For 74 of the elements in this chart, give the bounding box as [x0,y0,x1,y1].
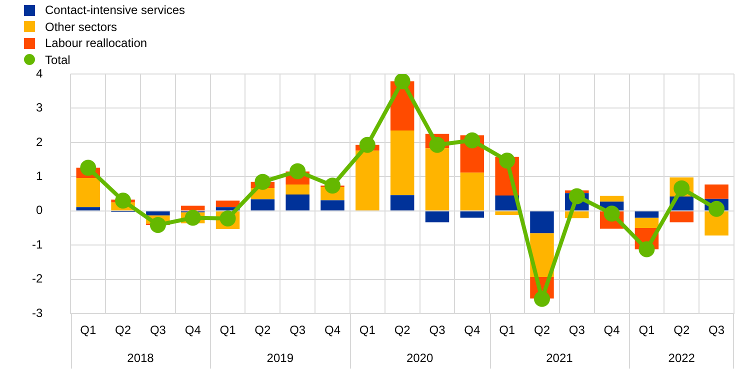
legend-label: Total [45,52,70,68]
point [429,136,446,153]
bar [180,206,205,210]
text: 2019 [266,350,294,365]
x-tick-label: Q2 [115,323,132,338]
x-tick-label: Q3 [708,323,725,338]
point [184,210,201,226]
x-tick-label: Q4 [604,323,620,338]
x-tick-label: Q3 [429,323,446,338]
bar [460,211,484,218]
x-tick-label: Q2 [254,323,272,338]
point [499,152,516,169]
text: 2022 [668,350,696,365]
bar [670,211,694,222]
y-tick-label: 3 [36,100,43,115]
x-tick-label: Q1 [359,323,376,338]
x-tick-label: Q1 [638,323,656,338]
y-tick-label: 4 [36,66,43,80]
text: 2021 [546,350,574,365]
point [464,132,480,148]
x-tick-label: Q2 [534,323,550,338]
point [150,216,166,233]
bar [76,178,100,208]
y-tick-label: 2 [36,134,43,149]
bar [530,211,554,234]
text: 2020 [406,350,434,365]
legend-label: Labour reallocation [45,35,148,52]
bar [600,196,624,202]
bar [146,211,170,216]
text: 2018 [127,350,154,365]
legend-label: Other sectors [45,18,118,35]
y-tick-label: 1 [36,169,43,183]
point [254,174,271,190]
bar [216,200,240,208]
x-tick-label: Q4 [184,323,202,338]
bar [704,184,728,199]
point [80,160,96,176]
bar [250,199,275,210]
bar [495,211,519,216]
y-tick-label: 0 [36,203,43,218]
point [359,136,376,153]
bar [390,195,414,210]
x-tick-label: Q1 [80,323,96,338]
y-tick-label: -3 [32,306,43,320]
point [115,192,132,209]
x-tick-label: Q2 [674,323,690,338]
point [638,241,655,258]
x-tick-label: Q4 [464,323,480,338]
bar [286,194,310,210]
point [708,200,725,217]
x-tick-label: Q1 [220,323,236,338]
bar [460,172,484,210]
point [324,178,341,194]
y-tick-label: -1 [32,237,43,252]
y-tick-label: -2 [32,272,43,286]
bar [425,211,450,222]
bar [634,211,659,218]
x-tick-label: Q3 [150,323,166,338]
x-tick-label: Q1 [499,323,516,338]
x-tick-label: Q4 [324,323,341,338]
point [290,163,306,180]
bar [286,184,310,194]
bar [76,207,100,210]
legend-label: Contact-intensive services [45,2,186,18]
bar [425,148,450,210]
point [534,290,550,307]
bar [634,218,659,228]
point [394,74,410,90]
bar [390,130,414,196]
bar [356,150,380,210]
bar [320,200,344,210]
x-tick-label: Q3 [568,323,586,338]
x-tick-label: Q3 [290,323,306,338]
x-tick-label: Q2 [394,323,411,338]
